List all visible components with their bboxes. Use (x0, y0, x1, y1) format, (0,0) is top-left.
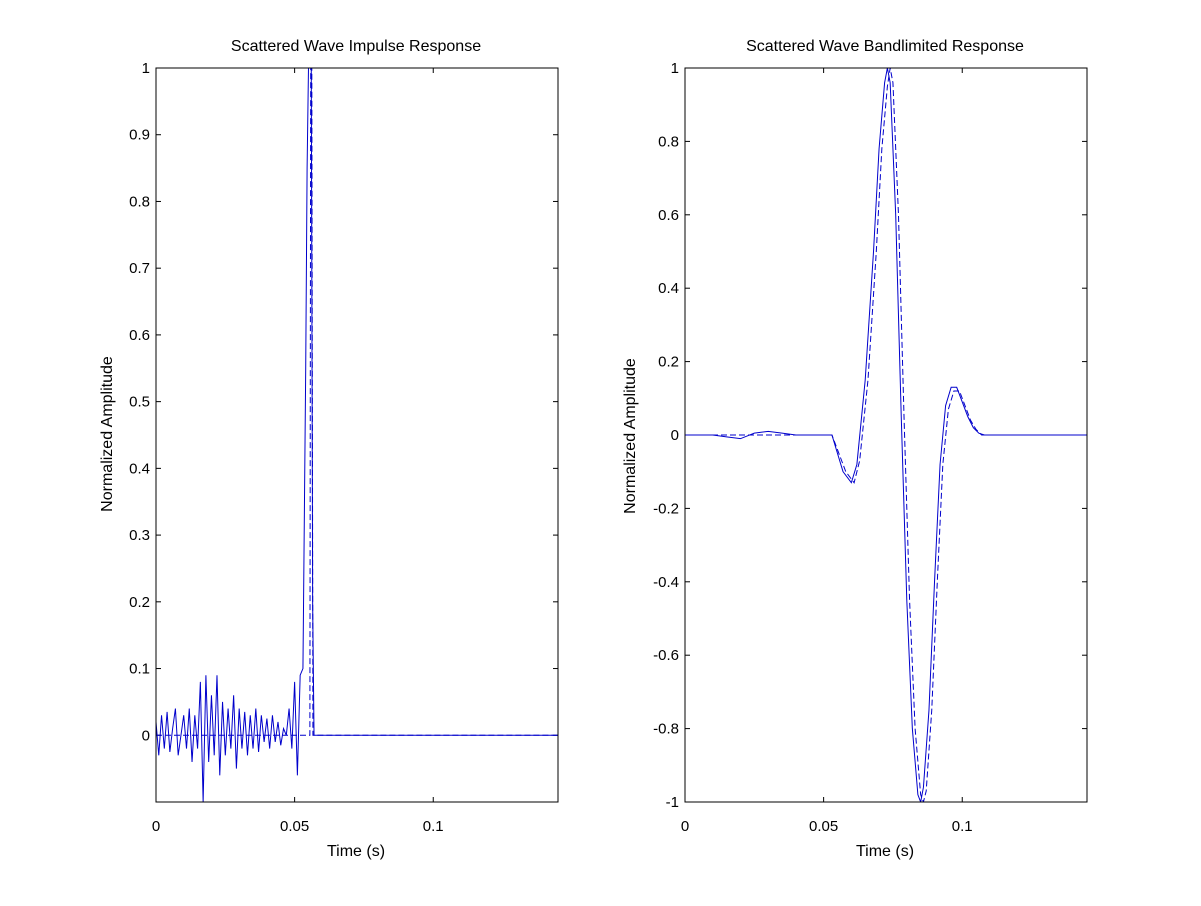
series-line-solid (685, 68, 1087, 802)
y-axis-label: Normalized Amplitude (99, 356, 116, 512)
axes-bandlimited-response: Scattered Wave Bandlimited Response Time… (622, 38, 1088, 860)
series-line-solid (156, 68, 558, 802)
y-tick-label: 0.2 (129, 594, 150, 611)
tick-group: 0 0.1 0.2 0.3 0.4 0.5 0.6 0.7 0.8 0.9 1 0 0.05 0.1 (129, 60, 558, 835)
y-tick-label: 0.6 (129, 327, 150, 344)
y-tick-label: 0.5 (129, 394, 150, 411)
chart-title: Scattered Wave Bandlimited Response (746, 38, 1024, 55)
y-tick-label: 0.4 (129, 460, 150, 477)
x-tick-label: 0.05 (280, 818, 309, 835)
y-tick-label: 0.7 (129, 260, 150, 277)
x-tick-label: 0.05 (809, 818, 838, 835)
tick-group: -1 -0.8 -0.6 -0.4 -0.2 0 0.2 0.4 0.6 0.8 1 0 0.05 0.1 (653, 60, 1087, 835)
y-tick-label: 0.8 (658, 133, 679, 150)
y-tick-label: -0.6 (653, 647, 679, 664)
series-group (156, 68, 558, 802)
y-tick-label: -0.8 (653, 721, 679, 738)
y-tick-label: -1 (666, 794, 679, 811)
series-line-dashed (156, 68, 558, 736)
y-tick-label: -0.2 (653, 500, 679, 517)
series-group (685, 68, 1087, 802)
y-tick-label: 1 (671, 60, 679, 77)
y-tick-label: 0.6 (658, 207, 679, 224)
chart-title: Scattered Wave Impulse Response (231, 38, 481, 55)
axes-impulse-response: Scattered Wave Impulse Response Time (s)… (99, 38, 559, 860)
x-axis-label: Time (s) (327, 843, 385, 860)
y-tick-label: -0.4 (653, 574, 679, 591)
y-tick-label: 0.1 (129, 661, 150, 678)
axes-frame (684, 67, 1088, 803)
axes-frame (155, 67, 559, 803)
y-tick-label: 0.4 (658, 280, 679, 297)
x-tick-label: 0 (152, 818, 160, 835)
y-tick-label: 1 (142, 60, 150, 77)
y-tick-label: 0 (671, 427, 679, 444)
y-tick-label: 0.3 (129, 527, 150, 544)
x-tick-label: 0.1 (952, 818, 973, 835)
y-tick-label: 0.2 (658, 354, 679, 371)
x-tick-label: 0.1 (423, 818, 444, 835)
y-tick-label: 0.8 (129, 193, 150, 210)
y-tick-label: 0.9 (129, 127, 150, 144)
x-axis-label: Time (s) (856, 843, 914, 860)
y-tick-label: 0 (142, 727, 150, 744)
series-line-dashed (685, 68, 1087, 802)
x-tick-label: 0 (681, 818, 689, 835)
y-axis-label: Normalized Amplitude (622, 358, 639, 514)
